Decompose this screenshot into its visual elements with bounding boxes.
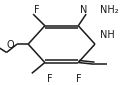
Text: O: O xyxy=(7,40,14,50)
Text: F: F xyxy=(47,74,53,84)
Text: F: F xyxy=(34,5,39,15)
Text: NH: NH xyxy=(100,30,114,40)
Text: N: N xyxy=(80,5,87,15)
Text: NH₂: NH₂ xyxy=(100,5,118,15)
Text: F: F xyxy=(76,74,81,84)
